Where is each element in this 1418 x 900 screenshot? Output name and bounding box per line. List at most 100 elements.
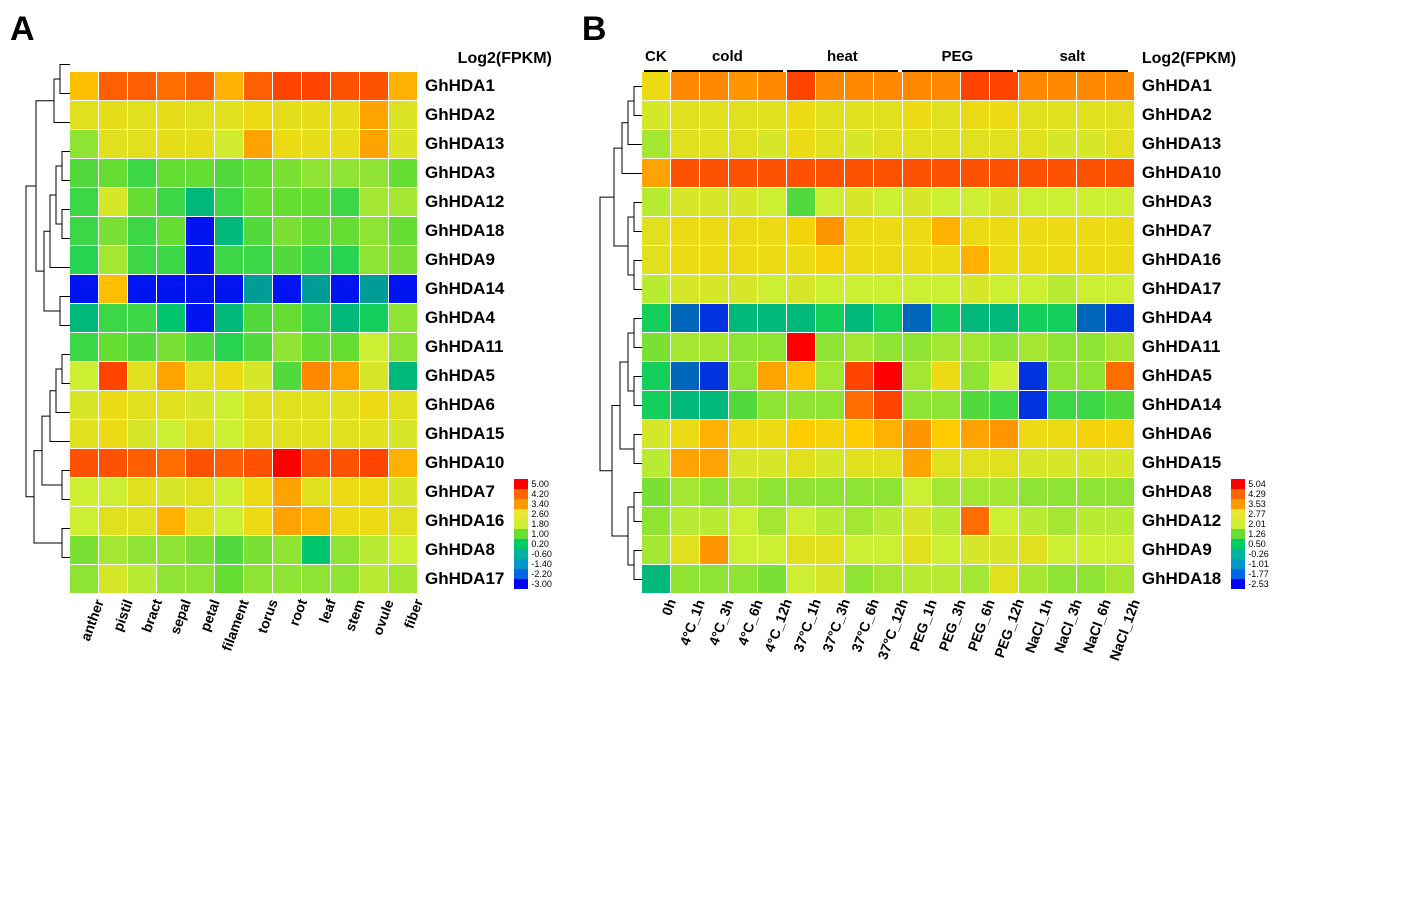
row-label: GhHDA7 bbox=[417, 478, 504, 506]
heatmap-cell bbox=[700, 101, 728, 129]
heatmap-cell bbox=[874, 304, 902, 332]
heatmap-cell bbox=[845, 536, 873, 564]
heatmap-cell bbox=[816, 101, 844, 129]
heatmap-cell bbox=[932, 72, 960, 100]
legend-row: -2.20 bbox=[514, 569, 552, 579]
heatmap-cell bbox=[360, 159, 388, 187]
heatmap-cell bbox=[186, 188, 214, 216]
heatmap-cell bbox=[642, 217, 670, 245]
heatmap-cell bbox=[758, 507, 786, 535]
heatmap-cell bbox=[128, 130, 156, 158]
heatmap-cell bbox=[273, 130, 301, 158]
legend-value: -3.00 bbox=[528, 579, 552, 589]
heatmap-cell bbox=[186, 449, 214, 477]
heatmap-cell bbox=[816, 72, 844, 100]
heatmap-cell bbox=[157, 304, 185, 332]
heatmap-cell bbox=[671, 217, 699, 245]
heatmap-cell bbox=[671, 304, 699, 332]
legend-swatch bbox=[514, 489, 528, 499]
heatmap-cell bbox=[157, 362, 185, 390]
heatmap-cell bbox=[1048, 536, 1076, 564]
heatmap-cell bbox=[1048, 246, 1076, 274]
row-label: GhHDA12 bbox=[1134, 507, 1221, 535]
heatmap-cell bbox=[1077, 536, 1105, 564]
heatmap-cell bbox=[1106, 101, 1134, 129]
heatmap-cell bbox=[1019, 391, 1047, 419]
panel-b: B CKcoldheatPEGsalt Log2(FPKM) GhHDA1GhH… bbox=[592, 20, 1269, 687]
heatmap-cell bbox=[700, 536, 728, 564]
heatmap-cell bbox=[128, 420, 156, 448]
legend-row: -0.60 bbox=[514, 549, 552, 559]
legend-value: 1.80 bbox=[528, 519, 549, 529]
heatmap-cell bbox=[157, 101, 185, 129]
row-label: GhHDA5 bbox=[1134, 362, 1221, 390]
heatmap-cell bbox=[215, 536, 243, 564]
heatmap-cell bbox=[1106, 275, 1134, 303]
heatmap-cell bbox=[932, 333, 960, 361]
heatmap-cell bbox=[932, 391, 960, 419]
heatmap-cell bbox=[128, 101, 156, 129]
heatmap-cell bbox=[70, 72, 98, 100]
row-label: GhHDA13 bbox=[1134, 130, 1221, 158]
heatmap-cell bbox=[758, 536, 786, 564]
legend-row: 1.00 bbox=[514, 529, 552, 539]
heatmap-cell bbox=[128, 72, 156, 100]
heatmap-cell bbox=[128, 536, 156, 564]
heatmap-cell bbox=[874, 246, 902, 274]
heatmap-cell bbox=[389, 130, 417, 158]
heatmap-cell bbox=[1048, 391, 1076, 419]
heatmap-cell bbox=[932, 478, 960, 506]
col-group-label: heat bbox=[787, 50, 898, 72]
legend-value: -0.60 bbox=[528, 549, 552, 559]
heatmap-cell bbox=[215, 333, 243, 361]
heatmap-cell bbox=[990, 101, 1018, 129]
heatmap-cell bbox=[389, 159, 417, 187]
heatmap-cell bbox=[186, 246, 214, 274]
heatmap-cell bbox=[642, 478, 670, 506]
heatmap-cell bbox=[70, 101, 98, 129]
heatmap-cell bbox=[1048, 159, 1076, 187]
heatmap-cell bbox=[99, 391, 127, 419]
row-label: GhHDA14 bbox=[417, 275, 504, 303]
heatmap-cell bbox=[700, 130, 728, 158]
heatmap-cell bbox=[903, 130, 931, 158]
heatmap-cell bbox=[215, 130, 243, 158]
heatmap-cell bbox=[99, 449, 127, 477]
heatmap-cell bbox=[99, 159, 127, 187]
heatmap-cell bbox=[215, 362, 243, 390]
heatmap-cell bbox=[729, 536, 757, 564]
legend-row: -3.00 bbox=[514, 579, 552, 589]
heatmap-cell bbox=[1077, 362, 1105, 390]
heatmap-cell bbox=[1106, 304, 1134, 332]
heatmap-cell bbox=[1019, 536, 1047, 564]
heatmap-cell bbox=[932, 275, 960, 303]
heatmap-cell bbox=[1019, 275, 1047, 303]
heatmap-cell bbox=[331, 130, 359, 158]
heatmap-cell bbox=[642, 72, 670, 100]
heatmap-cell bbox=[1019, 72, 1047, 100]
row-label: GhHDA4 bbox=[417, 304, 504, 332]
heatmap-cell bbox=[99, 507, 127, 535]
heatmap-cell bbox=[787, 217, 815, 245]
heatmap-cell bbox=[186, 159, 214, 187]
heatmap-cell bbox=[729, 159, 757, 187]
heatmap-cell bbox=[758, 333, 786, 361]
heatmap-cell bbox=[1077, 101, 1105, 129]
heatmap-cell bbox=[671, 507, 699, 535]
heatmap-cell bbox=[1019, 449, 1047, 477]
heatmap-cell bbox=[128, 159, 156, 187]
heatmap-cell bbox=[729, 420, 757, 448]
heatmap-cell bbox=[157, 478, 185, 506]
legend-swatch bbox=[514, 479, 528, 489]
heatmap-cell bbox=[758, 159, 786, 187]
legend-swatch bbox=[1231, 489, 1245, 499]
heatmap-cell bbox=[1048, 478, 1076, 506]
heatmap-cell bbox=[302, 130, 330, 158]
heatmap-cell bbox=[1077, 391, 1105, 419]
legend-value: 0.20 bbox=[528, 539, 549, 549]
heatmap-cell bbox=[360, 304, 388, 332]
heatmap-cell bbox=[99, 478, 127, 506]
heatmap-cell bbox=[758, 304, 786, 332]
heatmap-cell bbox=[360, 101, 388, 129]
heatmap-cell bbox=[642, 565, 670, 593]
